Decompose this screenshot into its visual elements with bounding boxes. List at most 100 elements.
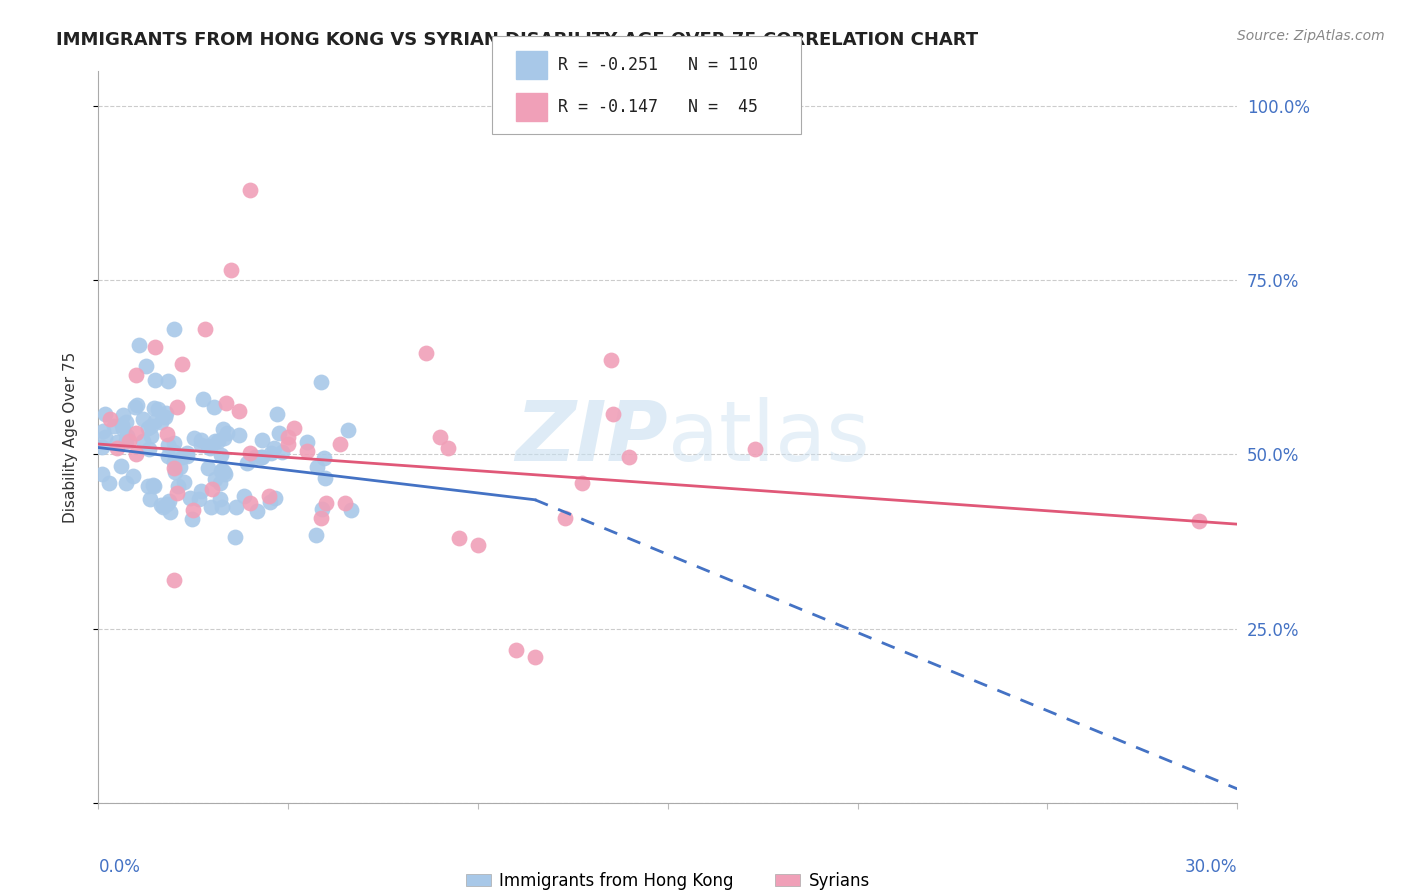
- Point: [212, 422, 235, 436]
- Point: [209, 464, 232, 478]
- Point: [153, 409, 176, 424]
- Point: [259, 489, 281, 503]
- Point: [221, 263, 243, 277]
- Point: [152, 500, 174, 514]
- Point: [571, 475, 593, 490]
- Point: [277, 429, 299, 443]
- Point: [97, 475, 120, 490]
- Point: [524, 649, 547, 664]
- Point: [107, 441, 129, 455]
- Point: [212, 465, 235, 479]
- Point: [91, 467, 114, 481]
- Point: [163, 573, 186, 587]
- Point: [204, 434, 226, 448]
- Point: [94, 430, 117, 444]
- Point: [156, 426, 179, 441]
- Text: Source: ZipAtlas.com: Source: ZipAtlas.com: [1237, 29, 1385, 43]
- Point: [297, 444, 319, 458]
- Point: [110, 458, 132, 473]
- Point: [112, 409, 135, 423]
- Point: [201, 483, 224, 497]
- Point: [250, 450, 273, 465]
- Point: [190, 438, 212, 452]
- Point: [198, 442, 221, 456]
- Point: [135, 359, 157, 374]
- Point: [225, 500, 247, 515]
- Point: [449, 531, 471, 545]
- Point: [215, 396, 238, 410]
- Point: [239, 183, 262, 197]
- Point: [155, 406, 177, 420]
- Point: [305, 527, 328, 541]
- Point: [136, 479, 159, 493]
- Point: [197, 461, 219, 475]
- Point: [143, 373, 166, 387]
- Point: [314, 471, 336, 485]
- Point: [163, 322, 186, 336]
- Point: [142, 478, 165, 492]
- Point: [141, 429, 163, 443]
- Point: [239, 446, 262, 460]
- Point: [429, 430, 451, 444]
- Text: 0.0%: 0.0%: [98, 858, 141, 876]
- Point: [156, 497, 179, 511]
- Point: [188, 491, 211, 506]
- Point: [263, 441, 285, 455]
- Point: [150, 416, 173, 430]
- Point: [337, 423, 360, 437]
- Point: [236, 456, 259, 470]
- Point: [143, 414, 166, 428]
- Point: [157, 494, 180, 508]
- Point: [207, 434, 229, 449]
- Point: [176, 446, 198, 460]
- Point: [246, 504, 269, 518]
- Point: [170, 450, 193, 464]
- Point: [260, 446, 283, 460]
- Point: [125, 368, 148, 382]
- Point: [295, 435, 318, 450]
- Point: [277, 437, 299, 451]
- Point: [114, 434, 136, 448]
- Point: [228, 428, 250, 442]
- Point: [125, 448, 148, 462]
- Point: [149, 498, 172, 512]
- Point: [163, 461, 186, 475]
- Point: [211, 500, 233, 515]
- Point: [200, 500, 222, 515]
- Point: [224, 530, 246, 544]
- Point: [115, 416, 138, 430]
- Point: [214, 467, 236, 482]
- Point: [159, 505, 181, 519]
- Point: [91, 440, 114, 454]
- Point: [107, 435, 129, 450]
- Point: [125, 426, 148, 441]
- Point: [228, 404, 250, 418]
- Point: [111, 422, 134, 436]
- Point: [554, 511, 576, 525]
- Point: [1188, 514, 1211, 528]
- Text: R = -0.147   N =  45: R = -0.147 N = 45: [558, 98, 758, 116]
- Point: [103, 418, 125, 433]
- Point: [136, 421, 159, 435]
- Point: [132, 411, 155, 425]
- Point: [329, 437, 352, 451]
- Point: [139, 491, 162, 506]
- Point: [233, 489, 256, 503]
- Point: [283, 421, 305, 435]
- Point: [139, 418, 162, 433]
- Point: [312, 450, 335, 465]
- Point: [204, 472, 226, 486]
- Point: [212, 431, 235, 445]
- Point: [128, 338, 150, 352]
- Point: [415, 346, 437, 360]
- Point: [602, 408, 624, 422]
- Point: [148, 401, 170, 416]
- Text: ZIP: ZIP: [515, 397, 668, 477]
- Point: [744, 442, 766, 457]
- Point: [208, 475, 231, 490]
- Point: [315, 496, 337, 510]
- Point: [259, 495, 281, 509]
- Point: [170, 357, 193, 371]
- Point: [124, 400, 146, 414]
- Point: [239, 496, 262, 510]
